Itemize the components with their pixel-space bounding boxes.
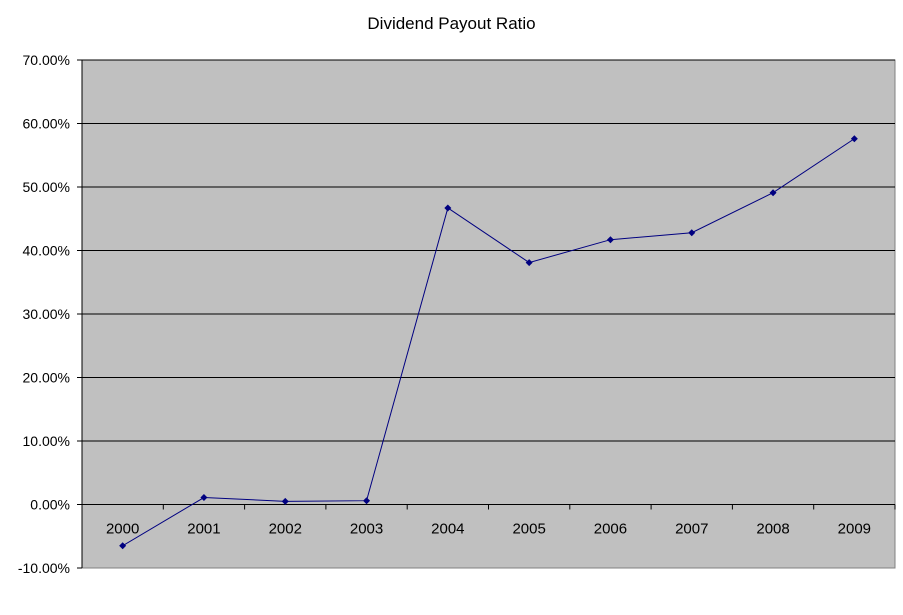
x-tick-label: 2007 [675, 521, 708, 538]
x-tick-label: 2002 [269, 521, 302, 538]
x-tick-label: 2006 [594, 521, 627, 538]
y-tick-label: 0.00% [30, 497, 70, 513]
x-axis: 2000 2001 2002 2003 2004 2005 2006 2007 2008 2009 [81, 504, 896, 538]
data-point [119, 542, 127, 550]
data-point [525, 259, 533, 267]
gridlines [82, 59, 895, 505]
y-tick-label: 40.00% [23, 243, 70, 259]
y-tick-label: 50.00% [23, 179, 70, 195]
y-tick-label: 60.00% [23, 116, 70, 132]
y-tick-label: 10.00% [23, 433, 70, 449]
x-tick-label: 2003 [350, 521, 383, 538]
y-tick-label: -10.00% [18, 560, 70, 576]
series-line [122, 138, 855, 547]
data-point [688, 229, 696, 237]
data-point [200, 494, 208, 502]
y-tick-label: 20.00% [23, 370, 70, 386]
data-point [444, 204, 452, 212]
x-tick-label: 2005 [512, 521, 545, 538]
data-point [606, 236, 614, 244]
x-tick-label: 2008 [756, 521, 789, 538]
data-point [850, 135, 858, 143]
series-group [119, 135, 858, 550]
data-point [363, 497, 371, 505]
x-tick-label: 2000 [106, 521, 139, 538]
chart-title: Dividend Payout Ratio [367, 14, 536, 33]
x-tick-label: 2009 [838, 521, 871, 538]
data-point [769, 189, 777, 197]
x-tick-label: 2004 [431, 521, 464, 538]
y-axis: -10.00% 0.00% 10.00% 20.00% 30.00% 40.00% 50.0… [18, 52, 83, 576]
data-point [281, 497, 289, 505]
x-tick-label: 2001 [187, 521, 220, 538]
y-tick-label: 70.00% [23, 52, 70, 68]
y-tick-label: 30.00% [23, 306, 70, 322]
